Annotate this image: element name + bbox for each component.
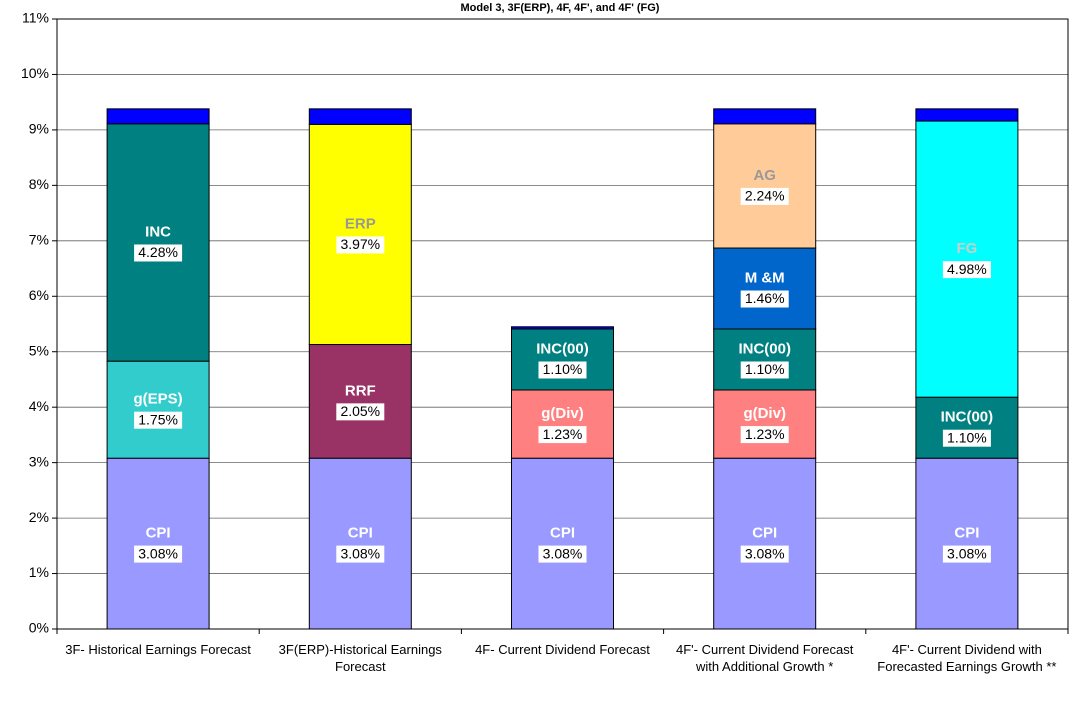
bar-segment	[713, 457, 817, 630]
x-tick-label: 3F(ERP)-Historical Earnings Forecast	[278, 642, 442, 674]
bar-segment	[106, 123, 210, 362]
value-label: 1.10%	[543, 361, 583, 377]
bar-segment	[511, 457, 614, 630]
y-tick-label: 9%	[29, 121, 49, 137]
value-label-box	[336, 403, 385, 421]
value-label-box	[538, 545, 587, 563]
y-tick-label: 6%	[29, 287, 49, 303]
segment-name: FG	[956, 240, 977, 257]
segment-name: CPI	[550, 525, 575, 542]
bar-segment	[308, 344, 412, 459]
value-label-box	[134, 411, 183, 429]
value-label: 2.24%	[745, 188, 785, 204]
value-label: 3.97%	[340, 236, 380, 252]
segment-name: ERP	[345, 215, 376, 232]
x-tick-label: 4F'- Current Dividend with Forecasted Ea…	[877, 642, 1057, 674]
segment-name: INC	[145, 223, 171, 240]
value-label-box	[538, 361, 587, 379]
bar-segment	[915, 396, 1019, 459]
bar-segment	[511, 389, 614, 459]
segment-name: M &M	[745, 269, 785, 286]
value-label-box	[740, 361, 789, 379]
value-label: 1.10%	[947, 429, 987, 445]
segment-name: INC(00)	[738, 340, 791, 357]
y-tick-label: 7%	[29, 232, 49, 248]
value-label: 4.28%	[138, 244, 178, 260]
segment-name: RRF	[345, 382, 376, 399]
segment-name: INC(00)	[536, 340, 589, 357]
y-tick-label: 3%	[29, 453, 49, 469]
value-label-box	[740, 545, 789, 563]
value-label-box	[134, 545, 183, 563]
y-tick-label: 11%	[22, 10, 49, 26]
chart-title: Model 3, 3F(ERP), 4F, 4F', and 4F' (FG)	[461, 2, 660, 14]
segment-name: CPI	[348, 525, 373, 542]
value-label: 3.08%	[745, 545, 785, 561]
x-tick-label: 4F'- Current Dividend Forecast with Addi…	[676, 642, 854, 674]
segment-name: g(Div)	[541, 405, 584, 422]
x-tick-label: 4F- Current Dividend Forecast	[475, 642, 650, 657]
bar-segment	[713, 247, 817, 330]
value-label: 1.10%	[745, 361, 785, 377]
segment-name: g(Div)	[743, 405, 786, 422]
bar-segment	[106, 457, 210, 630]
value-label: 1.46%	[745, 290, 785, 306]
x-tick-label: 3F- Historical Earnings Forecast	[65, 642, 251, 657]
bar-segment	[713, 389, 817, 459]
bar-segment	[713, 123, 817, 249]
value-label-box	[740, 187, 789, 205]
bar-segment	[308, 123, 412, 346]
segment-name: CPI	[752, 525, 777, 542]
bar-segment	[308, 108, 412, 125]
value-label: 1.23%	[745, 426, 785, 442]
y-tick-label: 4%	[29, 398, 49, 414]
segment-name: g(EPS)	[134, 391, 183, 408]
segment-name: CPI	[146, 525, 171, 542]
value-label: 3.08%	[138, 545, 178, 561]
y-tick-label: 0%	[29, 620, 49, 636]
value-label-box	[336, 236, 385, 254]
value-label-box	[740, 290, 789, 308]
value-label-box	[134, 244, 183, 262]
value-label: 1.75%	[138, 411, 178, 427]
value-label-box	[538, 426, 587, 444]
bar-segment	[511, 328, 614, 391]
bar-segment	[106, 108, 210, 125]
bar-segment	[106, 360, 210, 459]
value-label: 3.08%	[543, 545, 583, 561]
value-label: 1.23%	[543, 426, 583, 442]
value-label: 3.08%	[947, 545, 987, 561]
segment-name: INC(00)	[941, 409, 994, 426]
bar-segment	[713, 108, 817, 125]
value-label-box	[336, 545, 385, 563]
segment-name: AG	[753, 167, 776, 184]
y-tick-label: 2%	[29, 509, 49, 525]
value-label: 4.98%	[947, 261, 987, 277]
bar-segment	[915, 457, 1019, 630]
bar-segment	[308, 457, 412, 630]
bar-segment	[915, 108, 1019, 122]
y-tick-label: 10%	[21, 65, 49, 81]
y-tick-label: 5%	[29, 342, 49, 358]
value-label-box	[942, 545, 991, 563]
bar-segment	[511, 326, 614, 330]
value-label-box	[942, 261, 991, 279]
segment-name: CPI	[954, 525, 979, 542]
value-label: 2.05%	[340, 403, 380, 419]
value-label: 3.08%	[340, 545, 380, 561]
bar-segment	[915, 120, 1019, 398]
value-label-box	[942, 429, 991, 447]
bar-segment	[713, 328, 817, 391]
y-tick-label: 1%	[29, 564, 49, 580]
value-label-box	[740, 426, 789, 444]
y-tick-label: 8%	[29, 176, 49, 192]
